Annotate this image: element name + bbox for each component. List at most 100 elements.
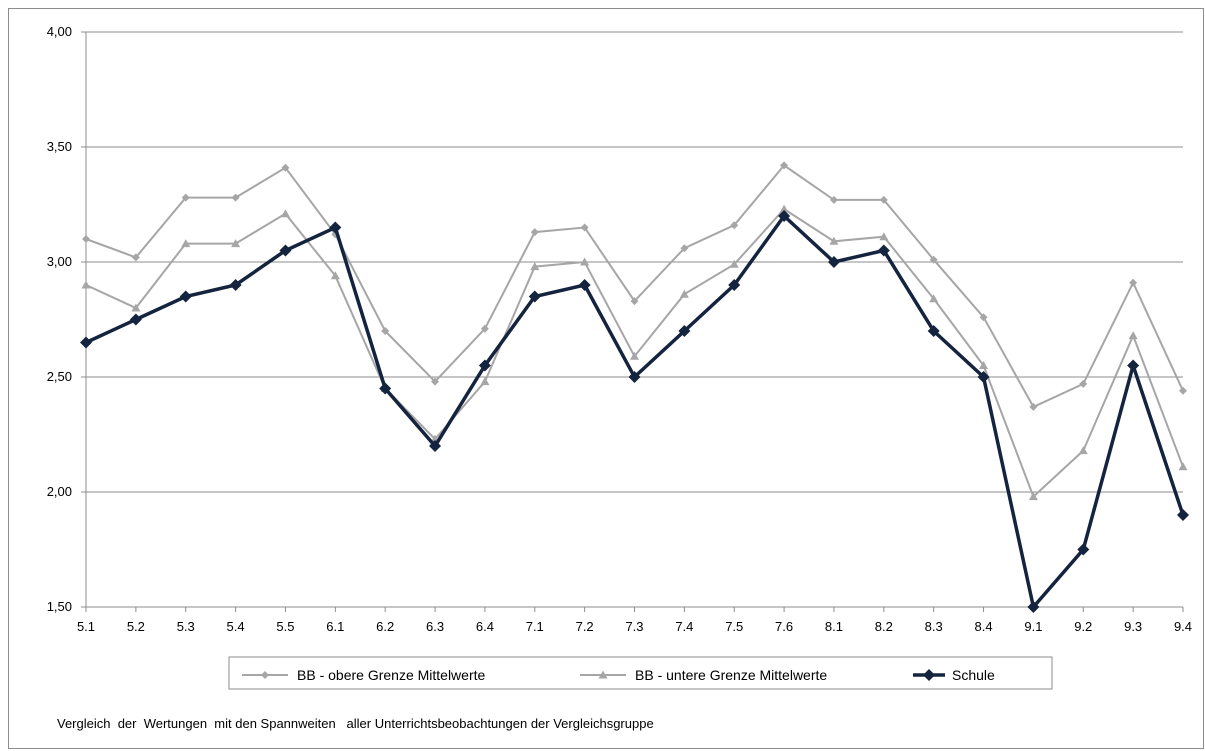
data-point — [431, 377, 440, 386]
data-point — [1027, 601, 1040, 613]
legend-label: BB - obere Grenze Mittelwerte — [297, 667, 486, 683]
axes — [85, 32, 1183, 608]
data-point — [927, 325, 940, 337]
data-point — [478, 359, 491, 372]
x-tick-label: 7.6 — [775, 619, 793, 634]
data-point — [179, 290, 192, 303]
data-point — [231, 239, 241, 248]
data-point — [1179, 386, 1187, 395]
x-tick-label: 9.3 — [1124, 619, 1142, 634]
y-tick-label: 3,50 — [47, 139, 72, 154]
data-point — [630, 351, 639, 360]
data-point — [82, 235, 90, 243]
data-point — [929, 255, 938, 264]
data-point — [1127, 359, 1140, 372]
data-point — [729, 259, 739, 268]
x-tick-label: 7.2 — [576, 619, 594, 634]
data-point — [630, 297, 639, 306]
data-point — [480, 377, 490, 386]
data-point — [1177, 509, 1189, 521]
data-point — [530, 228, 539, 237]
data-point — [329, 221, 342, 234]
data-point — [580, 223, 589, 232]
legend-label: Schule — [952, 667, 995, 683]
data-point — [578, 279, 591, 291]
data-point — [1028, 492, 1038, 501]
data-point — [879, 195, 888, 204]
data-point — [379, 382, 392, 395]
data-point — [678, 325, 691, 337]
series-line — [85, 164, 1184, 409]
data-point — [181, 239, 191, 248]
y-tick-label: 2,50 — [47, 369, 72, 384]
data-point — [330, 271, 340, 280]
data-point — [1128, 331, 1138, 340]
x-tick-label: 9.2 — [1074, 619, 1092, 634]
data-point — [1029, 402, 1038, 411]
data-point — [1129, 278, 1138, 287]
x-tick-label: 8.1 — [825, 619, 843, 634]
data-point — [1178, 462, 1188, 471]
x-axis-ticks: 5.1 5.2 5.3 5.4 5.5 6.1 6.2 6.3 6.4 7.1 7.2 7.3 7.4 7… — [77, 607, 1192, 634]
x-tick-label: 5.2 — [127, 619, 145, 634]
data-point — [979, 361, 989, 369]
y-tick-label: 1,50 — [47, 599, 72, 614]
x-tick-label: 7.3 — [625, 619, 643, 634]
data-point — [281, 163, 290, 172]
data-point — [877, 244, 890, 257]
series-triangle — [81, 204, 1188, 501]
x-tick-label: 5.1 — [77, 619, 95, 634]
data-point — [131, 303, 141, 312]
x-tick-label: 8.3 — [925, 619, 943, 634]
data-point — [598, 670, 608, 679]
x-tick-label: 7.5 — [725, 619, 743, 634]
data-point — [381, 327, 390, 335]
y-tick-label: 4,00 — [47, 24, 72, 39]
data-point — [261, 671, 269, 679]
data-point — [80, 336, 92, 349]
data-point — [929, 294, 939, 303]
data-point — [879, 232, 889, 241]
data-point — [628, 371, 641, 383]
data-point — [778, 210, 791, 222]
data-point — [1079, 379, 1088, 388]
legend-box — [228, 656, 1053, 690]
x-tick-label: 7.4 — [675, 619, 693, 634]
data-point — [530, 262, 540, 271]
x-tick-label: 9.1 — [1024, 619, 1042, 634]
data-point — [977, 371, 990, 383]
data-point — [923, 669, 935, 681]
y-tick-label: 3,00 — [47, 254, 72, 269]
plot-area — [80, 161, 1189, 613]
chart-frame — [8, 8, 1204, 749]
x-tick-label: 6.4 — [476, 619, 494, 634]
x-tick-label: 9.4 — [1174, 619, 1192, 634]
data-point — [279, 244, 292, 257]
data-point — [1078, 446, 1088, 455]
data-point — [231, 193, 240, 202]
data-point — [829, 236, 839, 245]
y-axis-ticks: 1,50 2,00 2,50 3,00 3,50 4,00 — [47, 24, 86, 614]
data-point — [280, 209, 290, 218]
data-point — [780, 161, 789, 170]
data-point — [229, 279, 242, 291]
series-diamond-bold — [80, 210, 1189, 613]
data-point — [81, 280, 91, 289]
chart-caption: Vergleich der Wertungen mit den Spannwei… — [57, 716, 654, 731]
gridlines — [86, 31, 1183, 493]
x-tick-label: 5.3 — [177, 619, 195, 634]
x-tick-label: 6.2 — [376, 619, 394, 634]
x-tick-label: 5.4 — [227, 619, 245, 634]
data-point — [528, 290, 541, 303]
data-point — [429, 440, 442, 452]
data-point — [1077, 543, 1090, 556]
data-point — [679, 289, 689, 298]
data-point — [181, 193, 190, 202]
data-point — [829, 195, 838, 204]
legend-label: BB - untere Grenze Mittelwerte — [635, 667, 827, 683]
data-point — [680, 244, 689, 253]
x-tick-label: 6.3 — [426, 619, 444, 634]
x-tick-label: 6.1 — [326, 619, 344, 634]
x-tick-label: 7.1 — [526, 619, 544, 634]
y-tick-label: 2,00 — [47, 484, 72, 499]
